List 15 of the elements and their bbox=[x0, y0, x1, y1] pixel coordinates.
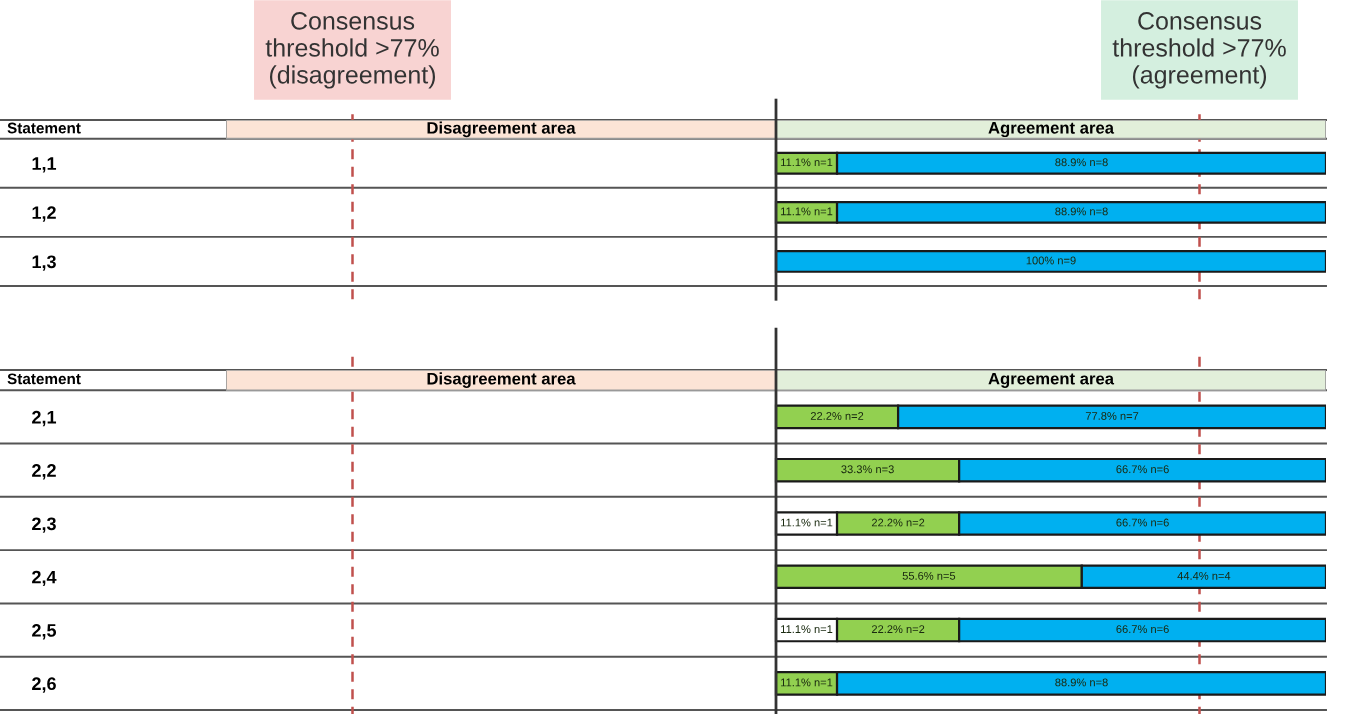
y-tick-label: 2,2 bbox=[32, 464, 56, 480]
ref-line-label: Consensus threshold >77% (agreement) bbox=[1112, 12, 1286, 89]
y-tick-label: 2,4 bbox=[32, 570, 57, 587]
band-label: Agreement area bbox=[988, 122, 1115, 138]
band-label: Disagreement area bbox=[427, 121, 576, 138]
ref-line-label: Consensus threshold >77% (disagreement) bbox=[265, 12, 439, 89]
y-tick-label: 2,3 bbox=[32, 517, 56, 533]
y-tick-label: 1,1 bbox=[32, 157, 57, 173]
y-tick-label: 2,5 bbox=[32, 624, 57, 640]
y-tick-label: 1,3 bbox=[32, 255, 56, 271]
band-label: Disagreement area bbox=[427, 372, 576, 388]
y-tick-label: 2,6 bbox=[32, 677, 56, 693]
y-tick-label: 1,2 bbox=[32, 206, 56, 222]
band-label: Agreement area bbox=[988, 372, 1115, 388]
y-tick-label: 2,1 bbox=[32, 410, 57, 427]
